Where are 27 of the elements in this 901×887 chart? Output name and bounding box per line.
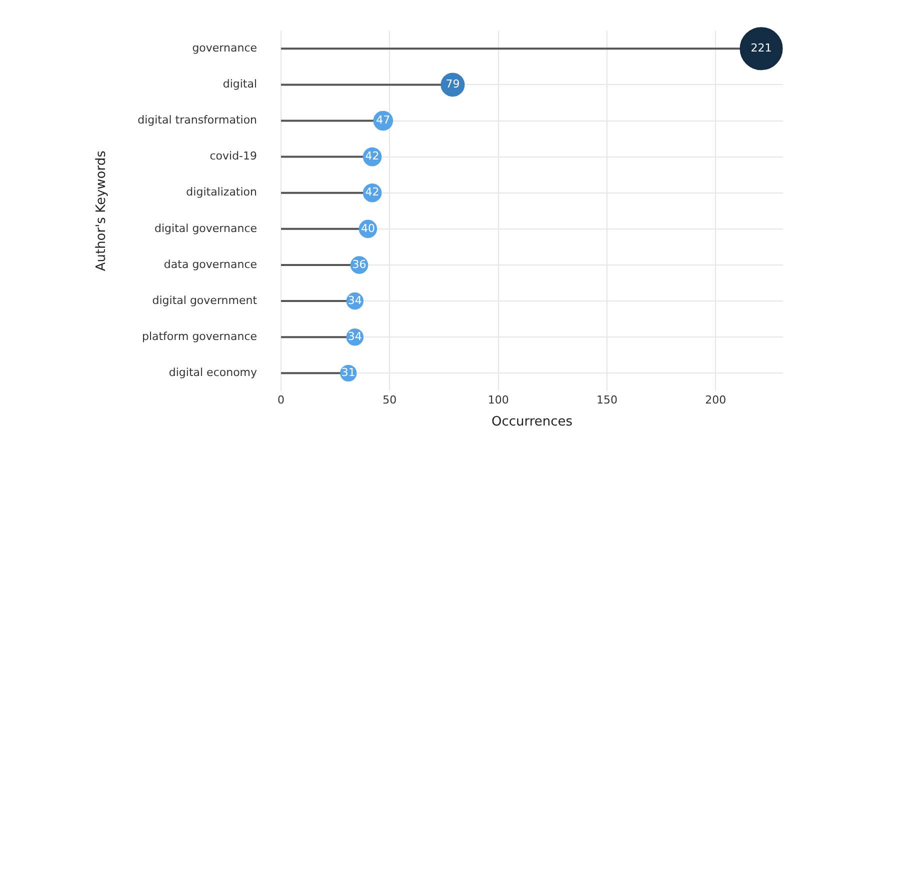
y-tick-label: digital government xyxy=(152,294,258,307)
x-axis-title: Occurrences xyxy=(491,414,573,430)
data-label: 36 xyxy=(352,258,366,271)
data-label: 221 xyxy=(750,41,772,54)
x-tick-label: 150 xyxy=(596,394,618,407)
x-tick-label: 0 xyxy=(278,394,285,407)
y-tick-label: digitalization xyxy=(186,186,258,199)
y-tick-label: digital transformation xyxy=(138,114,258,127)
y-tick-label: digital xyxy=(222,78,258,91)
y-tick-label: covid-19 xyxy=(210,150,258,163)
data-label: 34 xyxy=(348,294,362,307)
data-label: 47 xyxy=(376,114,390,127)
x-tick-label: 100 xyxy=(488,394,509,407)
y-tick-label: digital governance xyxy=(154,222,258,235)
y-axis-title: Author's Keywords xyxy=(94,150,110,272)
data-label: 31 xyxy=(341,366,356,380)
y-tick-label: platform governance xyxy=(142,330,258,343)
data-label: 42 xyxy=(365,186,380,199)
x-tick-label: 200 xyxy=(705,394,726,407)
data-label: 79 xyxy=(446,78,460,91)
y-tick-label: data governance xyxy=(164,258,258,271)
y-tick-label: governance xyxy=(192,41,258,54)
data-label: 42 xyxy=(365,150,380,163)
data-label: 34 xyxy=(348,330,362,343)
x-tick-label: 50 xyxy=(382,394,397,407)
y-tick-label: digital economy xyxy=(168,366,258,380)
data-label: 40 xyxy=(360,222,375,235)
